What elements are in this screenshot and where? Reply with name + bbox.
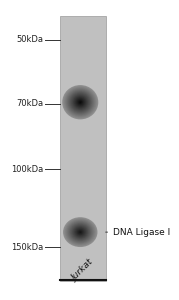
Ellipse shape — [67, 221, 93, 243]
Ellipse shape — [66, 219, 95, 245]
Ellipse shape — [63, 86, 97, 118]
Ellipse shape — [79, 231, 82, 234]
Text: 100kDa: 100kDa — [11, 165, 43, 174]
Ellipse shape — [72, 94, 88, 110]
Ellipse shape — [74, 96, 87, 108]
Ellipse shape — [66, 88, 95, 116]
Ellipse shape — [75, 228, 85, 237]
Ellipse shape — [63, 217, 98, 247]
Ellipse shape — [68, 222, 92, 243]
Ellipse shape — [62, 85, 98, 119]
Ellipse shape — [79, 101, 81, 103]
Ellipse shape — [70, 223, 91, 241]
Ellipse shape — [78, 100, 82, 104]
Ellipse shape — [79, 231, 81, 233]
Ellipse shape — [71, 94, 89, 111]
Text: 50kDa: 50kDa — [16, 35, 43, 44]
Ellipse shape — [73, 95, 88, 109]
Ellipse shape — [71, 224, 90, 240]
Text: 70kDa: 70kDa — [16, 99, 43, 108]
Ellipse shape — [70, 93, 90, 112]
Ellipse shape — [78, 100, 83, 105]
Ellipse shape — [65, 88, 96, 117]
Ellipse shape — [77, 99, 84, 106]
Ellipse shape — [72, 225, 88, 239]
Ellipse shape — [67, 89, 94, 115]
Ellipse shape — [65, 219, 96, 246]
Ellipse shape — [69, 91, 92, 113]
Ellipse shape — [64, 218, 97, 246]
Ellipse shape — [77, 229, 84, 235]
Text: 150kDa: 150kDa — [11, 242, 43, 251]
Ellipse shape — [73, 226, 87, 238]
Ellipse shape — [74, 227, 86, 237]
Ellipse shape — [76, 98, 85, 106]
Text: Jurkat: Jurkat — [70, 258, 95, 283]
Ellipse shape — [76, 228, 84, 236]
Ellipse shape — [69, 92, 91, 112]
Ellipse shape — [64, 87, 96, 118]
Bar — [60, 16, 106, 281]
Ellipse shape — [68, 90, 93, 114]
Ellipse shape — [72, 225, 89, 240]
Ellipse shape — [69, 222, 91, 242]
Ellipse shape — [75, 97, 86, 107]
Ellipse shape — [78, 230, 83, 234]
Text: DNA Ligase I: DNA Ligase I — [106, 228, 170, 237]
Ellipse shape — [66, 220, 94, 244]
